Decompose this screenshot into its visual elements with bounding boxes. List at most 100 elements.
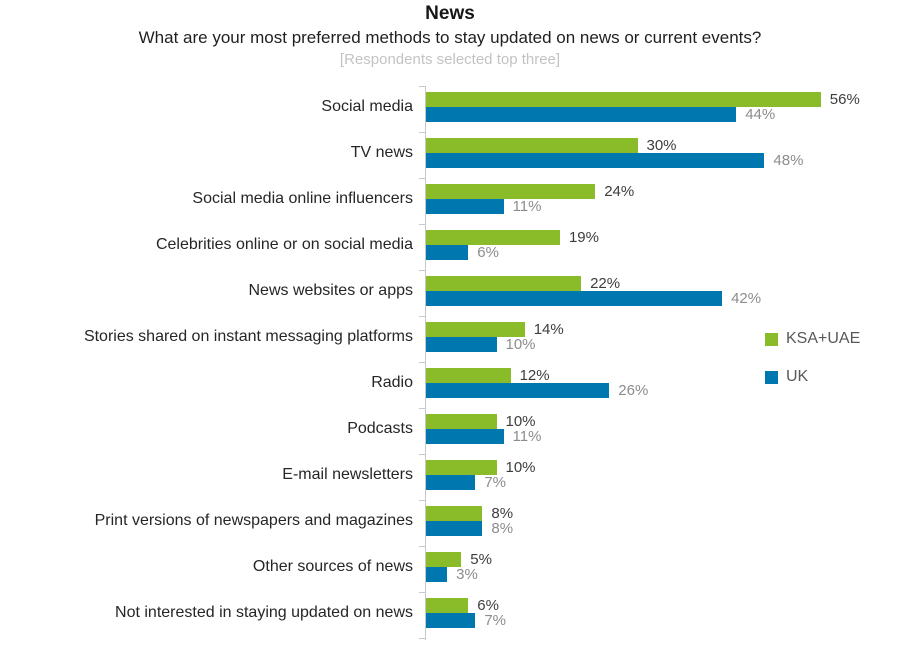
chart-row: Print versions of newspapers and magazin…: [0, 498, 900, 544]
ksa-uae-value-label: 8%: [491, 505, 514, 522]
axis-tick: [419, 178, 425, 179]
ksa-uae-bar: [426, 92, 821, 107]
chart-row: Other sources of news 5% 3%: [0, 544, 900, 590]
bar-group: 10% 11%: [426, 413, 900, 445]
uk-value-label: 7%: [484, 612, 507, 629]
axis-tick: [419, 592, 425, 593]
category-label: Podcasts: [347, 420, 413, 437]
axis-tick: [419, 316, 425, 317]
legend-swatch-uk: [765, 370, 778, 384]
ksa-uae-value-label: 10%: [505, 459, 536, 476]
ksa-uae-bar: [426, 322, 525, 337]
legend-swatch-ksa-uae: [765, 332, 778, 346]
uk-value-label: 11%: [512, 198, 542, 215]
axis-tick: [419, 500, 425, 501]
legend-label-uk: UK: [786, 368, 809, 385]
ksa-uae-bar: [426, 184, 596, 199]
axis-tick: [419, 132, 425, 133]
axis-tick: [419, 270, 425, 271]
category-label: Print versions of newspapers and magazin…: [94, 512, 413, 529]
uk-bar: [426, 291, 723, 306]
ksa-uae-bar: [426, 368, 511, 383]
ksa-uae-value-label: 10%: [505, 413, 536, 430]
uk-value-label: 10%: [505, 336, 536, 353]
ksa-uae-bar: [426, 460, 497, 475]
legend-item-ksa-uae: KSA+UAE: [765, 330, 860, 348]
uk-bar: [426, 567, 448, 582]
legend-item-uk: UK: [765, 368, 860, 386]
uk-value-label: 44%: [745, 106, 776, 123]
bar-group: 19% 6%: [426, 229, 900, 261]
legend: KSA+UAE UK: [765, 330, 860, 406]
chart-row: Podcasts 10% 11%: [0, 406, 900, 452]
category-label: E-mail newsletters: [282, 466, 413, 483]
uk-bar: [426, 337, 497, 352]
category-label: Radio: [371, 374, 413, 391]
page-title: News: [425, 3, 475, 24]
uk-bar: [426, 199, 504, 214]
ksa-uae-value-label: 14%: [533, 321, 564, 338]
ksa-uae-value-label: 22%: [590, 275, 621, 292]
bar-group: 5% 3%: [426, 551, 900, 583]
bar-chart: Social media 56% 44% TV news 30% 48% Social me…: [0, 84, 900, 650]
category-label: Stories shared on instant messaging plat…: [83, 328, 413, 345]
ksa-uae-value-label: 12%: [519, 367, 550, 384]
uk-bar: [426, 153, 765, 168]
uk-value-label: 6%: [477, 244, 499, 261]
category-label: Other sources of news: [252, 558, 413, 575]
uk-value-label: 8%: [491, 520, 514, 537]
chart-row: Radio 12% 26%: [0, 360, 900, 406]
bar-group: 22% 42%: [426, 275, 900, 307]
bar-group: 10% 7%: [426, 459, 900, 491]
uk-value-label: 7%: [484, 474, 507, 491]
uk-value-label: 11%: [512, 428, 542, 445]
bar-group: 14% 10%: [426, 321, 900, 353]
respondents-note: [Respondents selected top three]: [339, 51, 561, 68]
ksa-uae-bar: [426, 276, 582, 291]
category-label: Social media online influencers: [192, 190, 413, 207]
chart-row: Celebrities online or on social media 19%…: [0, 222, 900, 268]
uk-bar: [426, 613, 476, 628]
axis-tick: [419, 546, 425, 547]
ksa-uae-bar: [426, 414, 497, 429]
bar-group: 8% 8%: [426, 505, 900, 537]
ksa-uae-value-label: 30%: [646, 137, 677, 154]
uk-bar: [426, 245, 469, 260]
ksa-uae-bar: [426, 138, 638, 153]
chart-row: Social media 56% 44%: [0, 84, 900, 130]
chart-row: Not interested in staying updated on new…: [0, 590, 900, 636]
legend-label-ksa-uae: KSA+UAE: [786, 330, 861, 347]
chart-rows: Social media 56% 44% TV news 30% 48% Social me…: [0, 84, 900, 636]
category-label: News websites or apps: [248, 282, 413, 299]
ksa-uae-value-label: 6%: [477, 597, 499, 614]
axis-tick: [419, 454, 425, 455]
ksa-uae-bar: [426, 598, 469, 613]
category-label: Social media: [321, 98, 413, 115]
chart-row: Stories shared on instant messaging plat…: [0, 314, 900, 360]
category-label: TV news: [350, 144, 413, 161]
uk-value-label: 3%: [456, 566, 478, 583]
chart-row: Social media online influencers 24% 11%: [0, 176, 900, 222]
chart-row: E-mail newsletters 10% 7%: [0, 452, 900, 498]
uk-bar: [426, 107, 737, 122]
ksa-uae-bar: [426, 506, 483, 521]
uk-bar: [426, 429, 504, 444]
axis-tick: [419, 362, 425, 363]
axis-tick: [419, 638, 425, 639]
uk-value-label: 42%: [731, 290, 762, 307]
bar-group: 24% 11%: [426, 183, 900, 215]
ksa-uae-bar: [426, 552, 462, 567]
uk-bar: [426, 383, 610, 398]
chart-subtitle: What are your most preferred methods to …: [138, 28, 762, 47]
uk-value-label: 26%: [618, 382, 649, 399]
category-label: Celebrities online or on social media: [155, 236, 413, 253]
bar-group: 12% 26%: [426, 367, 900, 399]
uk-bar: [426, 521, 483, 536]
axis-tick: [419, 224, 425, 225]
ksa-uae-value-label: 19%: [568, 229, 599, 246]
ksa-uae-value-label: 5%: [470, 551, 492, 568]
chart-header: News What are your most preferred method…: [0, 0, 900, 70]
ksa-uae-bar: [426, 230, 560, 245]
category-label: Not interested in staying updated on new…: [115, 604, 413, 621]
ksa-uae-value-label: 56%: [829, 91, 860, 108]
